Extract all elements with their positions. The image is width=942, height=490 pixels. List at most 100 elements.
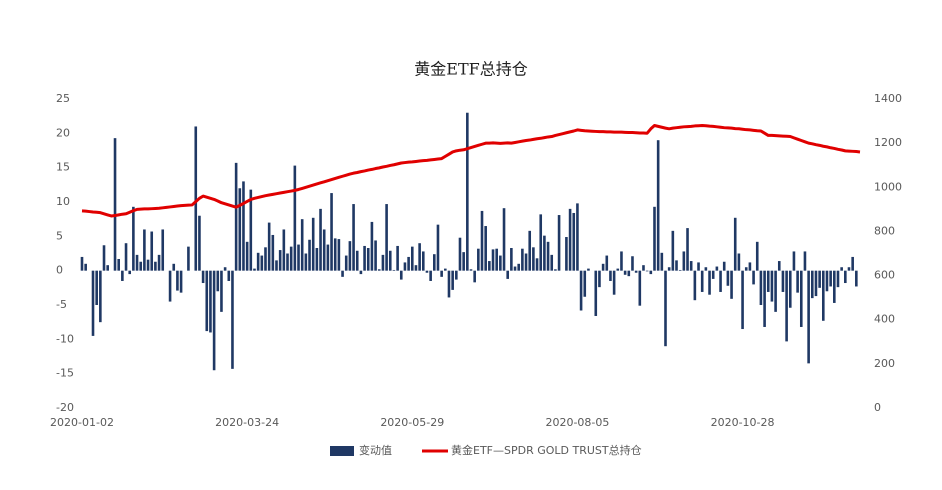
bar	[209, 270, 212, 333]
bar	[741, 270, 744, 330]
bar	[829, 270, 832, 287]
bar	[488, 261, 491, 271]
bar	[825, 270, 829, 292]
bar	[381, 254, 385, 271]
bar	[649, 270, 653, 275]
bar	[455, 270, 458, 280]
bar	[333, 238, 337, 271]
y-tick-label: 0	[56, 264, 63, 277]
bar	[297, 244, 300, 271]
bar	[565, 237, 568, 271]
y2-tick-label: 1000	[874, 180, 902, 193]
bar	[495, 248, 498, 271]
bar	[554, 269, 557, 271]
bar	[157, 254, 161, 271]
bar	[851, 256, 854, 271]
bar	[344, 255, 348, 271]
bar	[822, 270, 825, 321]
bar	[623, 270, 627, 275]
bar	[781, 270, 785, 292]
bar	[256, 252, 260, 271]
bar	[106, 265, 109, 271]
bar	[763, 270, 766, 327]
bar	[774, 270, 777, 312]
bar	[374, 240, 377, 271]
bar	[311, 217, 315, 271]
bar	[220, 270, 223, 312]
bar	[733, 217, 737, 271]
bar	[653, 206, 656, 271]
bar	[532, 247, 535, 271]
bar	[499, 255, 502, 271]
bar	[278, 250, 282, 271]
bar	[543, 235, 546, 271]
bar	[355, 250, 359, 271]
bar	[744, 267, 748, 271]
bar	[840, 267, 843, 271]
bar	[524, 253, 528, 271]
bar	[271, 234, 275, 271]
bar	[238, 188, 242, 271]
bar	[609, 270, 612, 281]
bar	[458, 237, 462, 271]
bar	[205, 270, 209, 332]
bar	[480, 210, 484, 271]
bar	[737, 253, 741, 271]
bar	[201, 270, 205, 284]
bar	[682, 251, 686, 271]
bar	[99, 270, 102, 323]
x-tick-label: 2020-08-05	[545, 416, 609, 429]
bar	[330, 193, 333, 271]
bar	[370, 221, 374, 271]
y-tick-label: 20	[56, 126, 70, 139]
bar	[304, 253, 308, 271]
bar	[818, 270, 821, 288]
bar	[759, 270, 763, 305]
bar	[359, 270, 363, 275]
bar	[469, 269, 473, 271]
bar	[598, 270, 601, 288]
bar	[451, 270, 454, 290]
bar	[322, 229, 326, 271]
bar	[645, 270, 649, 272]
line	[81, 123, 861, 218]
bar	[418, 243, 421, 271]
bar	[407, 256, 410, 271]
bar	[440, 270, 443, 277]
bar	[697, 262, 700, 271]
bar	[667, 267, 671, 271]
bar	[80, 256, 84, 271]
bar	[506, 270, 509, 279]
bar	[139, 261, 143, 271]
chart-title: 黄金ETF总持仓	[414, 60, 527, 79]
bar	[510, 248, 513, 271]
bar	[396, 245, 399, 271]
y2-tick-label: 1400	[874, 92, 902, 105]
bar	[366, 248, 370, 271]
bar	[212, 270, 216, 371]
y-tick-label: 5	[56, 229, 63, 242]
bar	[671, 230, 675, 271]
legend-label: 变动值	[359, 443, 392, 457]
x-tick-label: 2020-01-02	[50, 416, 114, 429]
bar	[634, 270, 638, 273]
bar	[810, 270, 814, 299]
bar	[315, 248, 319, 271]
bar	[275, 260, 278, 271]
y2-tick-label: 400	[874, 313, 895, 326]
bar	[385, 204, 388, 271]
y-tick-label: -5	[56, 298, 67, 311]
bar	[403, 262, 407, 271]
bar	[436, 224, 440, 271]
bar	[796, 270, 799, 293]
bar	[264, 247, 267, 271]
y2-tick-label: 0	[874, 401, 881, 414]
bar	[693, 270, 697, 301]
bar	[605, 255, 609, 271]
bar	[766, 270, 770, 292]
bar	[473, 270, 476, 283]
bar	[319, 208, 322, 271]
bar	[627, 270, 631, 277]
bar	[711, 270, 715, 279]
legend-label: 黄金ETF—SPDR GOLD TRUST总持仓	[451, 443, 642, 457]
